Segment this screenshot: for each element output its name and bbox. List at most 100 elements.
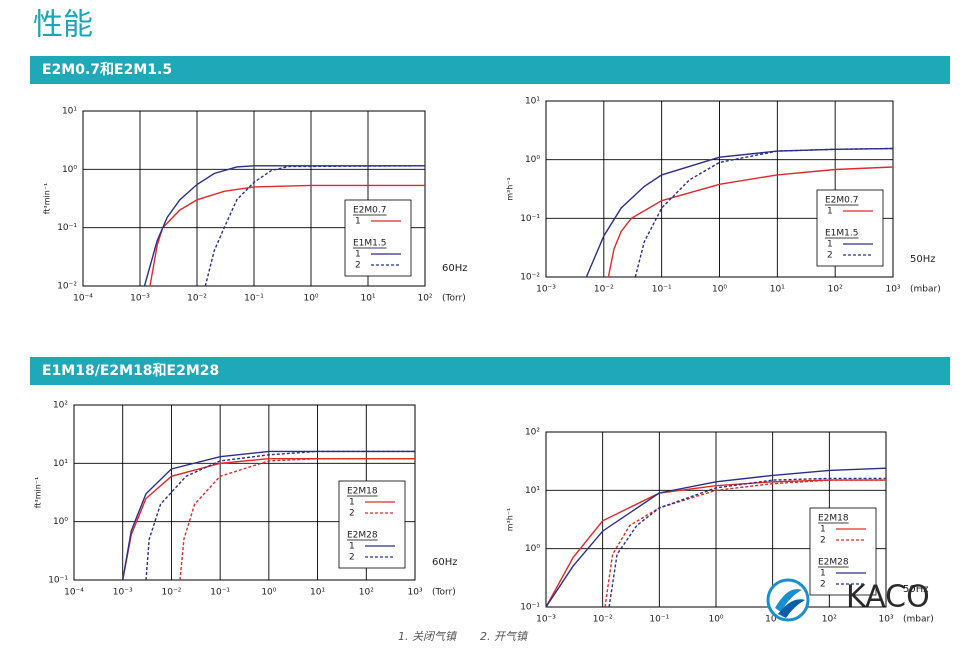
section-banner — [30, 56, 950, 84]
x-axis-unit: (Torr) — [432, 588, 456, 598]
legend-label: 2 — [820, 536, 826, 546]
x-tick-label: 10⁻⁴ — [73, 294, 93, 304]
x-tick-label: 10⁻² — [187, 294, 207, 304]
x-tick-label: 10⁰ — [303, 294, 318, 304]
x-tick-label: 10⁻² — [593, 615, 613, 625]
section-title: E2M0.7和E2M1.5 — [42, 62, 172, 78]
x-tick-label: 10⁰ — [708, 615, 723, 625]
y-tick-label: 10² — [525, 428, 540, 438]
y-tick-label: 10⁻² — [520, 273, 540, 283]
legend-group-title: E2M28 — [347, 531, 378, 541]
legend-box — [344, 199, 412, 277]
legend-group-title: E2M0.7 — [825, 196, 859, 206]
x-tick-label: 10¹ — [765, 615, 780, 625]
y-axis-label: ft³min⁻¹ — [34, 477, 43, 509]
x-tick-label: 10⁻⁴ — [64, 588, 84, 598]
y-tick-label: 10⁻¹ — [57, 223, 77, 233]
x-tick-label: 10³ — [878, 615, 893, 625]
series-line — [608, 477, 886, 608]
series-line — [122, 450, 415, 581]
series-line — [145, 450, 415, 581]
x-tick-label: 10⁻¹ — [652, 285, 672, 295]
y-tick-label: 10⁻² — [57, 282, 77, 292]
annotation: 50Hz — [910, 254, 936, 265]
legend-label: 2 — [349, 509, 355, 519]
legend-group-title: E2M18 — [347, 487, 378, 497]
x-tick-label: 10² — [822, 615, 837, 625]
legend-label: 1 — [827, 207, 833, 217]
legend-label: 2 — [820, 580, 826, 590]
x-tick-label: 10¹ — [360, 294, 375, 304]
legend-group-title: E2M18 — [818, 514, 849, 524]
logo-text: KACO — [846, 580, 930, 615]
y-tick-label: 10² — [53, 401, 68, 411]
section-banner — [30, 357, 950, 385]
y-tick-label: 10⁰ — [62, 165, 77, 175]
legend-box — [809, 507, 877, 596]
x-tick-label: 10² — [417, 294, 432, 304]
y-axis-label: m³h⁻¹ — [506, 177, 515, 201]
x-tick-label: 10² — [828, 285, 843, 295]
x-tick-label: 10⁻³ — [113, 588, 133, 598]
y-tick-label: 10¹ — [62, 107, 77, 117]
x-tick-label: 10⁻³ — [130, 294, 150, 304]
annotation: 60Hz — [432, 557, 458, 568]
logo-mark — [778, 599, 805, 618]
legend-box — [816, 189, 884, 267]
x-tick-label: 10⁻¹ — [649, 615, 669, 625]
y-tick-label: 10⁻¹ — [48, 576, 68, 586]
x-tick-label: 10³ — [407, 588, 422, 598]
series-line — [143, 165, 425, 287]
section-title: E1M18/E2M18和E2M28 — [42, 363, 219, 379]
page-title: 性能 — [33, 8, 93, 43]
legend-box — [338, 480, 406, 569]
chart: 10⁻⁴ 10⁻³ 10⁻² 10⁻¹ 10⁰ 10¹ 10² 10³ 10⁻¹ 10⁰ 10¹ 10… — [34, 401, 458, 598]
x-tick-label: 10⁻² — [162, 588, 182, 598]
x-tick-label: 10³ — [885, 285, 900, 295]
x-axis-unit: (Torr) — [442, 294, 466, 304]
y-tick-label: 10⁻¹ — [520, 603, 540, 613]
y-tick-label: 10⁰ — [53, 517, 68, 527]
legend-label: 2 — [355, 261, 361, 271]
legend-label: 2 — [349, 553, 355, 563]
series-line — [607, 166, 894, 278]
legend-label: 1 — [355, 217, 361, 227]
series-line — [545, 479, 886, 608]
y-tick-label: 10¹ — [525, 486, 540, 496]
legend-label: 1 — [820, 569, 826, 579]
legend-label: 1 — [349, 498, 355, 508]
footnote: 2. 开气镇 — [480, 630, 529, 643]
chart: 10⁻⁴ 10⁻³ 10⁻² 10⁻¹ 10⁰ 10¹ 10² 10⁻² 10⁻¹ 10⁰ 10¹ f… — [43, 107, 468, 304]
legend-group-title: E1M1.5 — [825, 229, 859, 239]
x-tick-label: 10⁰ — [261, 588, 276, 598]
chart: 10⁻³ 10⁻² 10⁻¹ 10⁰ 10¹ 10² 10³ 10⁻¹ 10⁰ 10¹ 10² m³h… — [506, 428, 934, 625]
y-tick-label: 10¹ — [525, 97, 540, 107]
x-tick-label: 10⁻³ — [536, 615, 556, 625]
series-line — [149, 184, 425, 287]
legend-label: 1 — [355, 250, 361, 260]
x-tick-label: 10⁰ — [712, 285, 727, 295]
logo: KACO — [766, 578, 930, 622]
x-tick-label: 10⁻² — [594, 285, 614, 295]
x-tick-label: 10¹ — [310, 588, 325, 598]
legend-group-title: E2M28 — [818, 558, 849, 568]
annotation: 60Hz — [442, 263, 468, 274]
series-line — [634, 147, 894, 278]
legend-label: 1 — [820, 525, 826, 535]
x-axis-unit: (mbar) — [910, 285, 941, 295]
x-tick-label: 10⁻¹ — [210, 588, 230, 598]
x-tick-label: 10¹ — [770, 285, 785, 295]
legend-label: 1 — [349, 542, 355, 552]
logo-mark — [775, 589, 802, 612]
y-tick-label: 10⁻¹ — [520, 214, 540, 224]
chart: 10⁻³ 10⁻² 10⁻¹ 10⁰ 10¹ 10² 10³ 10⁻² 10⁻¹ 10⁰ 10¹ m³… — [506, 97, 941, 295]
x-tick-label: 10⁻¹ — [244, 294, 264, 304]
legend-label: 2 — [827, 251, 833, 261]
x-tick-label: 10² — [359, 588, 374, 598]
y-axis-label: ft³min⁻¹ — [43, 183, 52, 215]
series-line — [179, 458, 415, 581]
series-line — [545, 467, 887, 608]
y-axis-label: m³h⁻¹ — [506, 508, 515, 532]
footnote: 1. 关闭气镇 — [398, 630, 458, 643]
